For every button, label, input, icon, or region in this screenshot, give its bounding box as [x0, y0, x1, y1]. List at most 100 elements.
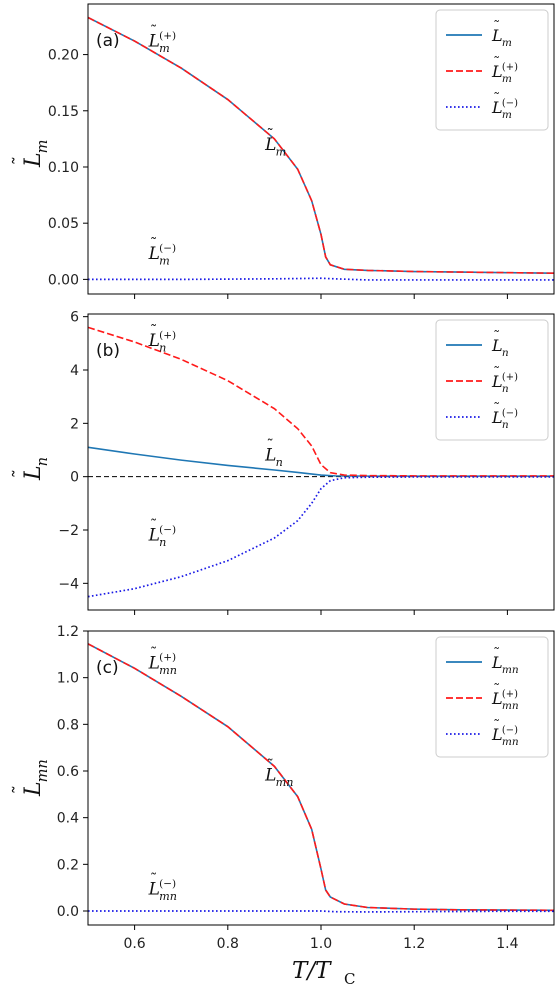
series-line-plus [88, 16, 554, 275]
curve-annotation-sup: (−) [159, 243, 176, 255]
curve-annotation-main: L [148, 526, 160, 546]
y-tick-label: 1.2 [57, 624, 79, 640]
y-tick-label: 4 [70, 363, 79, 379]
legend-entry-main: L [491, 408, 503, 427]
legend-entry: L˜mn(+) [491, 682, 519, 712]
legend-entry-sup: (+) [502, 62, 518, 73]
series-line-minus [88, 277, 554, 281]
legend-entry-main: L [491, 372, 503, 391]
y-axis-label-math-sub: n [35, 457, 51, 466]
y-axis-label-math-main: L [21, 152, 46, 168]
legend: L˜mnL˜mn(+)L˜mn(−) [435, 636, 549, 758]
legend-entry-sub: m [502, 73, 512, 85]
legend-entry-tilde-mark: ˜ [493, 329, 500, 345]
legend-entry: L˜mn [491, 646, 519, 676]
y-axis-label-math-tilde-mark: ˜ [10, 156, 31, 165]
y-axis-label-math-main: L [21, 781, 46, 797]
legend-entry: L˜m(+) [491, 55, 518, 85]
curve-annotation-main: L [148, 331, 160, 351]
series-line-minus [88, 476, 554, 598]
legend-entry-main: L [491, 98, 503, 117]
legend-entry-tilde-mark: ˜ [493, 365, 500, 381]
curve-annotation-sup: (+) [159, 652, 176, 664]
panel-3: 0.6 0.8 1.0 1.2 1.40.00.20.40.60.81.01.2L˜mn… [10, 624, 555, 952]
series-line-minus [88, 910, 554, 913]
legend-entry-sup: (−) [502, 408, 518, 419]
curve-annotation-sup: (+) [159, 30, 176, 42]
y-axis-label-math-main: L [21, 465, 46, 481]
curve-annotation-tilde-mark: ˜ [150, 237, 157, 253]
legend: L˜mL˜m(+)L˜m(−) [435, 9, 549, 131]
curve-annotation-main: L [148, 653, 160, 673]
legend-entry-sub: m [502, 109, 512, 121]
y-tick-label: 0 [70, 470, 79, 486]
legend-entry-tilde-mark: ˜ [493, 55, 500, 71]
legend-box [435, 319, 549, 441]
legend-entry-tilde-mark: ˜ [493, 19, 500, 35]
legend-entry-main: L [491, 689, 503, 708]
legend-entry-sub: mn [502, 664, 519, 676]
curve-annotation-main: L [264, 765, 276, 785]
x-tick-label: 1.4 [496, 936, 518, 952]
curve-annotation-sub: mn [159, 890, 177, 903]
x-tick-label: 0.8 [217, 936, 239, 952]
y-tick-label: 0.15 [48, 104, 79, 120]
curve-annotation: L˜mn(+) [148, 646, 177, 677]
panel-label: (a) [96, 31, 120, 51]
legend-entry-sup: (−) [502, 98, 518, 109]
curve-annotation-main: L [148, 244, 160, 264]
legend-entry: L˜m [491, 19, 512, 49]
y-axis-label: L˜ m [10, 140, 51, 168]
y-tick-label: 0.20 [48, 48, 79, 64]
y-tick-label: 2 [70, 416, 79, 432]
curve-annotation-sub: n [159, 536, 166, 549]
curve-annotation-tilde-mark: ˜ [150, 323, 157, 339]
legend-entry-sub: n [502, 383, 509, 395]
legend-entry-tilde-mark: ˜ [493, 401, 500, 417]
curve-annotation: L˜n [264, 438, 283, 469]
y-tick-label: 0.6 [57, 764, 79, 780]
curve-annotation-main: L [264, 135, 276, 155]
y-tick-label: 0.05 [48, 216, 79, 232]
y-tick-label: −2 [58, 523, 79, 539]
series-line-plus [88, 643, 554, 912]
legend-entry-main: L [491, 26, 503, 45]
curve-annotation-sup: (+) [159, 329, 176, 341]
legend-entry-sub: mn [502, 700, 519, 712]
curve-annotation-sup: (−) [159, 878, 176, 890]
y-axis-label-math-sub: mn [35, 759, 51, 782]
legend-box [435, 636, 549, 758]
y-axis-label-math-tilde-mark: ˜ [10, 469, 31, 478]
x-tick-label: 1.0 [310, 936, 332, 952]
y-tick-label: 0.0 [57, 904, 79, 920]
curve-annotation-sup: (−) [159, 524, 176, 536]
curve-annotation-sub: m [159, 42, 170, 55]
curve-annotation-sub: m [159, 255, 170, 268]
legend-entry: L˜m(−) [491, 91, 518, 121]
y-axis-label-math: L˜ m [10, 140, 51, 168]
curve-annotation: L˜n(−) [148, 518, 177, 549]
y-tick-label: −4 [58, 576, 79, 592]
y-tick-label: 0.10 [48, 160, 79, 176]
legend-entry-tilde-mark: ˜ [493, 646, 500, 662]
y-tick-label: 6 [70, 310, 79, 326]
legend-entry-sub: n [502, 419, 509, 431]
y-tick-label: 1.0 [57, 671, 79, 687]
legend-entry-sup: (−) [502, 725, 518, 736]
legend-entry: L˜n(+) [491, 365, 518, 395]
curve-annotation-tilde-mark: ˜ [266, 128, 273, 144]
legend-entry-sub: mn [502, 736, 519, 748]
curve-annotation-tilde-mark: ˜ [266, 758, 273, 774]
curve-annotation: L˜m(−) [148, 237, 177, 268]
legend-entry-tilde-mark: ˜ [493, 91, 500, 107]
curve-annotation-tilde-mark: ˜ [150, 24, 157, 40]
series-line-plus [88, 326, 554, 477]
y-axis-label-math: L˜ n [10, 457, 51, 481]
panel-label: (b) [96, 341, 120, 361]
legend-entry-main: L [491, 62, 503, 81]
x-axis-label-sub: C [344, 970, 355, 988]
curve-annotation-tilde-mark: ˜ [266, 438, 273, 454]
curve-annotation-sub: mn [159, 664, 177, 677]
legend-entry-sub: n [502, 347, 509, 359]
